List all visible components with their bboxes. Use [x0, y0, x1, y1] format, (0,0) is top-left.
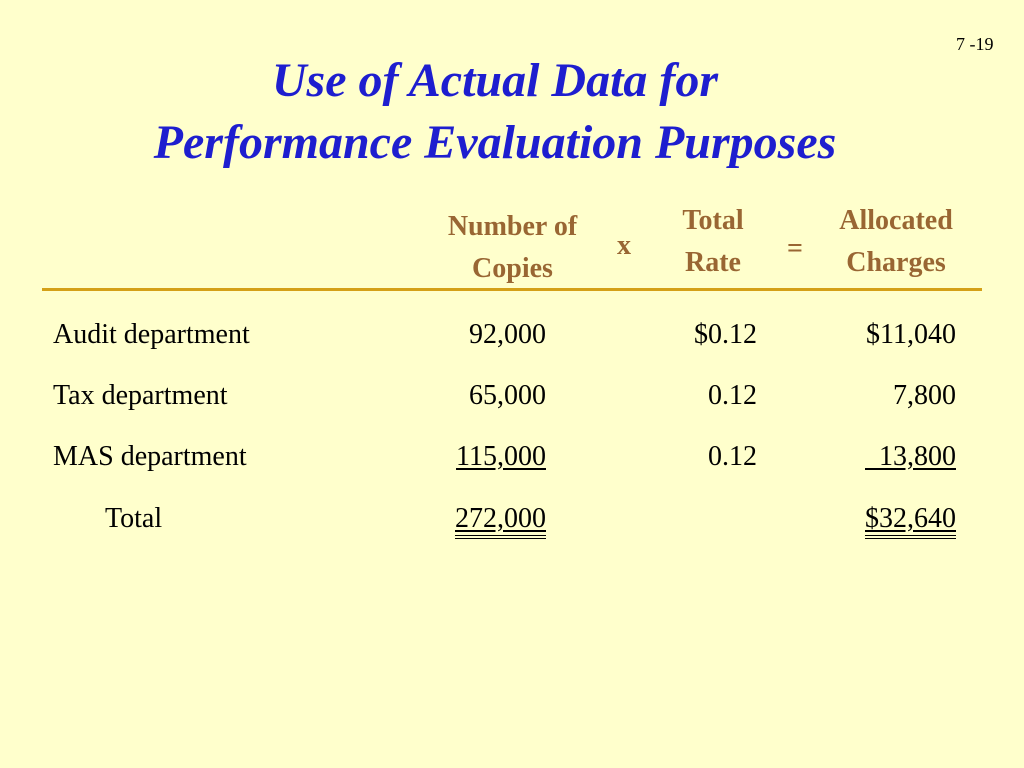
row-label-tax: Tax department: [53, 380, 228, 411]
header-rate-line-1: Total: [682, 205, 744, 236]
multiply-operator: x: [617, 230, 631, 261]
copies-mas: 115,000: [456, 441, 546, 472]
header-number-of-copies: Number of Copies: [430, 206, 595, 290]
header-allocated-charges: Allocated Charges: [822, 200, 970, 284]
title-line-2: Performance Evaluation Purposes: [153, 116, 837, 169]
charges-mas: 13,800: [865, 441, 956, 472]
copies-tax: 65,000: [469, 380, 546, 411]
copies-total: 272,000: [455, 502, 546, 539]
row-label-audit: Audit department: [53, 319, 250, 350]
header-rate-line-2: Rate: [685, 247, 741, 278]
header-charges-line-1: Allocated: [839, 205, 953, 236]
charges-total: $32,640: [865, 502, 956, 539]
header-copies-line-2: Copies: [472, 253, 553, 284]
charges-total-value: $32,640: [865, 503, 956, 539]
slide-title: Use of Actual Data for Performance Evalu…: [0, 50, 990, 174]
copies-audit: 92,000: [469, 319, 546, 350]
rate-tax: 0.12: [708, 380, 757, 411]
equals-operator: =: [787, 233, 803, 264]
header-copies-line-1: Number of: [447, 211, 578, 242]
header-charges-line-2: Charges: [846, 247, 946, 278]
row-label-total: Total: [105, 503, 163, 534]
charges-tax: 7,800: [893, 380, 956, 411]
slide-number: 7 -19: [956, 34, 994, 54]
title-line-1: Use of Actual Data for: [271, 54, 719, 107]
copies-total-value: 272,000: [455, 503, 546, 539]
rate-audit: $0.12: [694, 319, 757, 350]
charges-audit: $11,040: [866, 319, 956, 350]
rate-mas: 0.12: [708, 441, 757, 472]
row-label-mas: MAS department: [53, 441, 247, 472]
header-divider: [42, 288, 982, 291]
header-total-rate: Total Rate: [668, 200, 758, 284]
